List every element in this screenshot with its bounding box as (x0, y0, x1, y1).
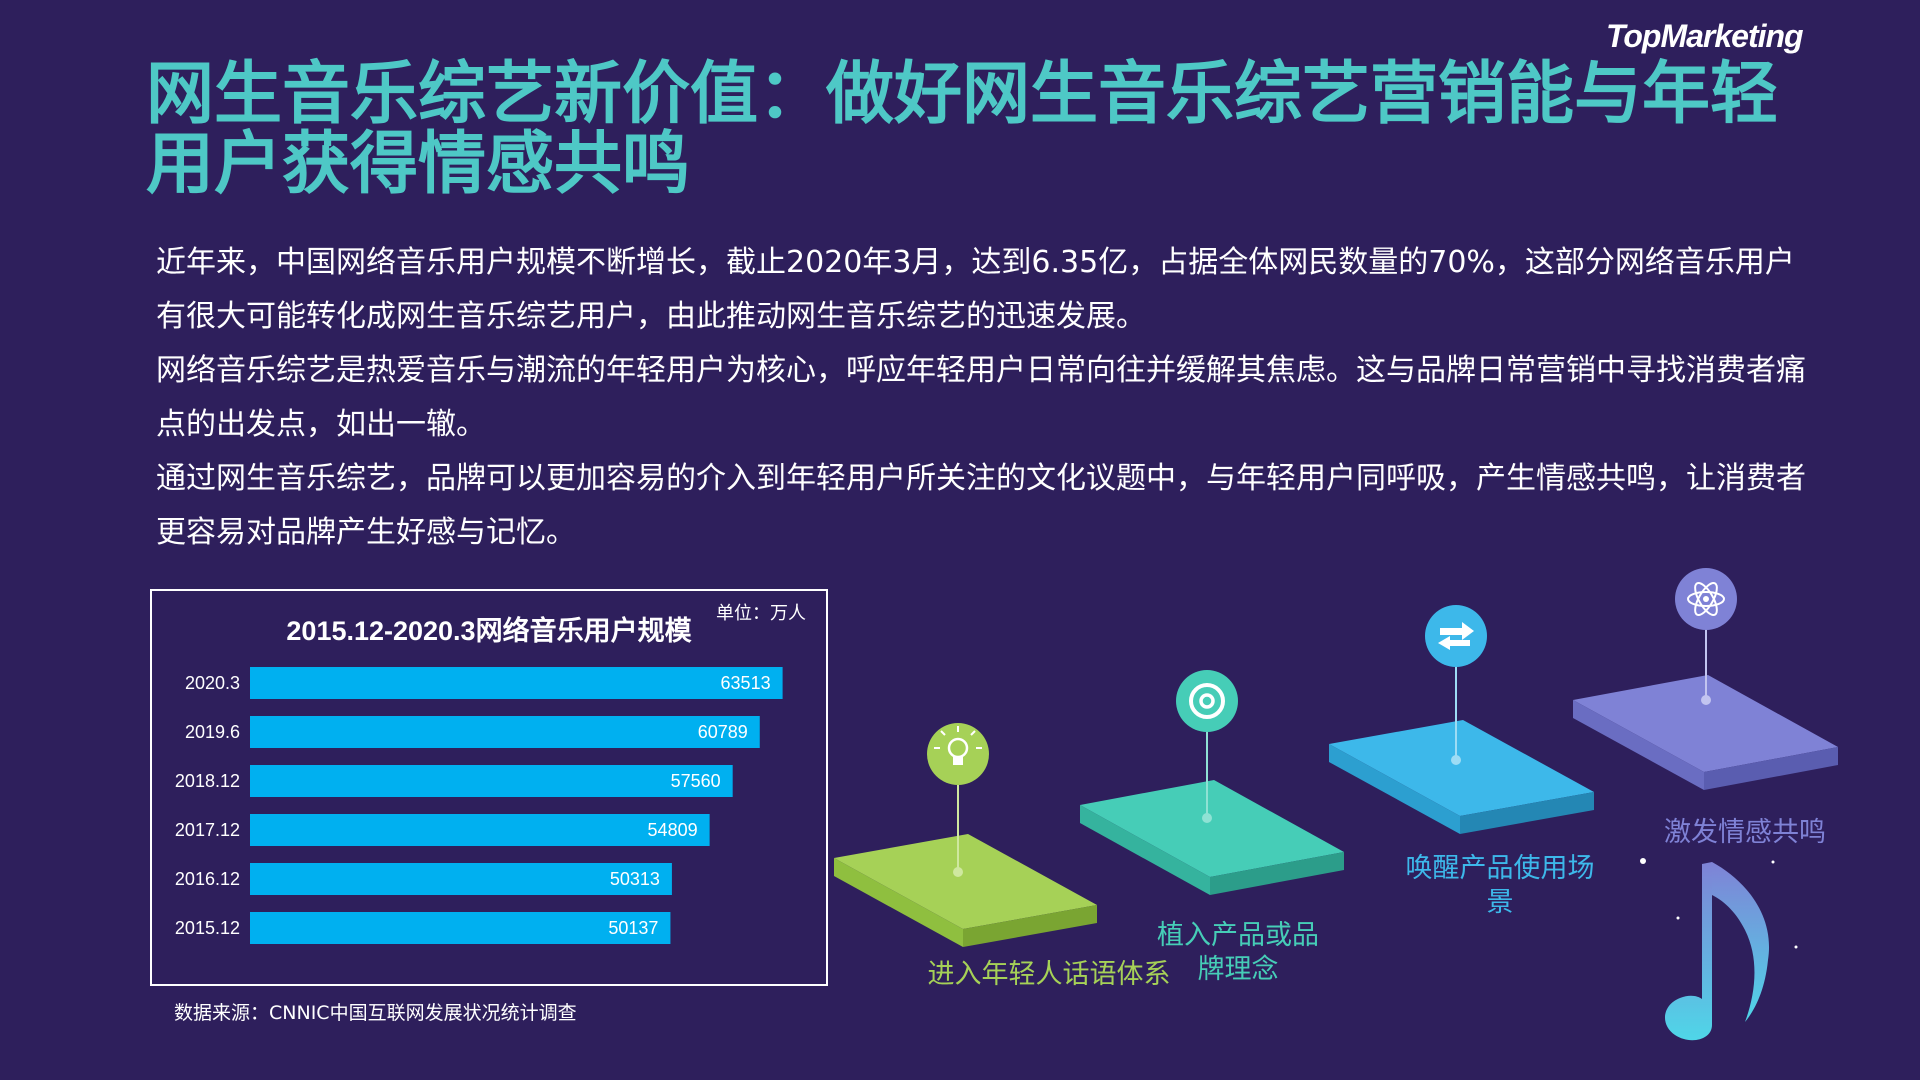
category-label: 2015.12 (175, 918, 240, 938)
step-label-3: 唤醒产品使用场景 (1405, 853, 1595, 918)
intro-text: 近年来，中国网络音乐用户规模不断增长，截止2020年3月，达到6.35亿，占据全… (156, 236, 1806, 560)
category-label: 2016.12 (175, 869, 240, 889)
bar (250, 716, 760, 748)
user-scale-chart: 2015.12-2020.3网络音乐用户规模 单位：万人 2020.3 63513… (150, 589, 828, 986)
step-label-1: 进入年轻人话语体系 (927, 959, 1171, 990)
data-source: 数据来源：CNNIC中国互联网发展状况统计调查 (174, 1002, 577, 1024)
value-label: 50137 (608, 918, 658, 938)
value-label: 54809 (648, 820, 698, 840)
brand-logo: TopMarketing (1606, 18, 1804, 54)
switch-arrows-icon (1425, 605, 1487, 667)
value-label: 60789 (698, 722, 748, 742)
category-label: 2018.12 (175, 771, 240, 791)
value-label: 50313 (610, 869, 660, 889)
at-sign-icon (1176, 670, 1238, 732)
category-label: 2019.6 (185, 722, 240, 742)
value-label: 63513 (721, 673, 771, 693)
paragraph-1: 近年来，中国网络音乐用户规模不断增长，截止2020年3月，达到6.35亿，占据全… (156, 245, 1795, 334)
paragraph-2: 网络音乐综艺是热爱音乐与潮流的年轻用户为核心，呼应年轻用户日常向往并缓解其焦虑。… (156, 353, 1806, 442)
chart-title: 2015.12-2020.3网络音乐用户规模 (286, 616, 692, 646)
lightbulb-icon (927, 723, 989, 785)
bar-chart-svg: 2020.3 63513 2019.6 60789 2018.12 57560 2017.1… (175, 667, 783, 944)
category-label: 2017.12 (175, 820, 240, 840)
paragraph-3: 通过网生音乐综艺，品牌可以更加容易的介入到年轻用户所关注的文化议题中，与年轻用户… (156, 461, 1806, 550)
atom-icon (1675, 568, 1737, 630)
category-label: 2020.3 (185, 673, 240, 693)
bar (250, 667, 783, 699)
bar (250, 912, 671, 944)
bar (250, 863, 672, 895)
step-label-2: 植入产品或品牌理念 (1157, 920, 1319, 985)
chart-unit: 单位：万人 (716, 603, 806, 624)
step-platform-2 (1080, 726, 1344, 895)
value-label: 57560 (671, 771, 721, 791)
step-platform-4 (1573, 628, 1838, 790)
music-note-icon (1640, 858, 1798, 1041)
step-platform-1 (834, 785, 1097, 947)
page-title: 网生音乐综艺新价值：做好网生音乐综艺营销能与年轻用户获得情感共鸣 (146, 55, 1779, 204)
step-platform-3 (1329, 660, 1594, 834)
bar (250, 765, 733, 797)
bar (250, 814, 710, 846)
step-label-4: 激发情感共鸣 (1664, 817, 1826, 848)
